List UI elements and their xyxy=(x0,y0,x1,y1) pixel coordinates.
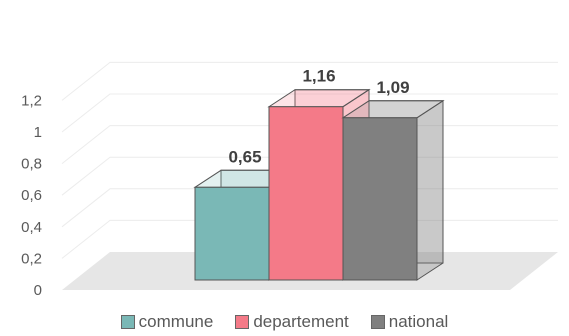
y-tick-label: 1,2 xyxy=(21,92,42,109)
gridline xyxy=(61,93,558,133)
bar-front-face xyxy=(268,106,344,281)
y-tick-label: 0,2 xyxy=(21,250,42,267)
y-tick-label: 1 xyxy=(34,124,42,141)
data-labels: 0,65 1,16 1,09 xyxy=(228,67,409,167)
legend-swatch xyxy=(120,315,135,329)
y-tick-label: 0,6 xyxy=(21,187,42,204)
y-axis-ticks: 0 0,2 0,4 0,6 0,8 1 1,2 xyxy=(21,92,42,299)
data-label-national: 1,09 xyxy=(376,78,409,97)
data-label-commune: 0,65 xyxy=(228,147,261,166)
bars xyxy=(193,88,445,281)
legend-swatch xyxy=(235,315,250,329)
y-tick-label: 0 xyxy=(34,282,42,299)
legend-label: departement xyxy=(253,312,349,331)
y-tick-label: 0,4 xyxy=(21,219,42,236)
legend: commune departement national xyxy=(0,309,569,335)
legend-swatch xyxy=(370,315,385,329)
legend-item-commune: commune xyxy=(120,312,214,332)
bar-front-face xyxy=(342,117,418,281)
bar-national xyxy=(341,99,445,281)
legend-item-departement: departement xyxy=(235,312,349,332)
legend-label: national xyxy=(388,312,449,331)
y-tick-label: 0,8 xyxy=(21,156,42,173)
legend-item-national: national xyxy=(370,312,449,332)
legend-label: commune xyxy=(138,312,214,331)
gridline xyxy=(61,61,558,101)
data-label-departement: 1,16 xyxy=(302,67,335,86)
bar-front-face xyxy=(194,186,270,281)
bar-side-face xyxy=(416,99,444,281)
